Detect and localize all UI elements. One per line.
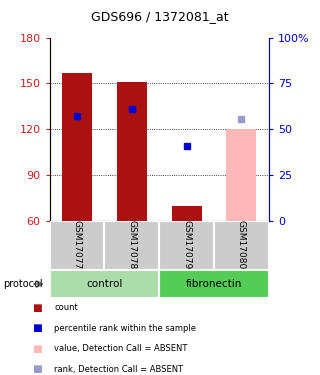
Bar (117, 82, 147, 221)
Bar (172, 206, 202, 221)
Text: rank, Detection Call = ABSENT: rank, Detection Call = ABSENT (54, 365, 184, 374)
Text: ■: ■ (32, 364, 42, 374)
Text: ■: ■ (32, 344, 42, 354)
Bar (159, 270, 269, 298)
Bar (62, 73, 92, 221)
Text: protocol: protocol (3, 279, 43, 289)
Text: ■: ■ (32, 323, 42, 333)
Text: count: count (54, 303, 78, 312)
Bar (50, 221, 104, 270)
Text: value, Detection Call = ABSENT: value, Detection Call = ABSENT (54, 344, 188, 353)
Text: control: control (86, 279, 123, 289)
Text: percentile rank within the sample: percentile rank within the sample (54, 324, 196, 333)
Text: fibronectin: fibronectin (186, 279, 242, 289)
Text: GDS696 / 1372081_at: GDS696 / 1372081_at (91, 10, 229, 23)
Bar (50, 270, 159, 298)
Text: GSM17080: GSM17080 (237, 220, 246, 269)
Bar (159, 221, 214, 270)
Text: GSM17078: GSM17078 (127, 220, 136, 269)
Text: ■: ■ (32, 303, 42, 312)
Text: GSM17077: GSM17077 (73, 220, 82, 269)
Bar (214, 221, 269, 270)
Text: GSM17079: GSM17079 (182, 220, 191, 269)
Bar (104, 221, 159, 270)
Bar (226, 129, 256, 221)
